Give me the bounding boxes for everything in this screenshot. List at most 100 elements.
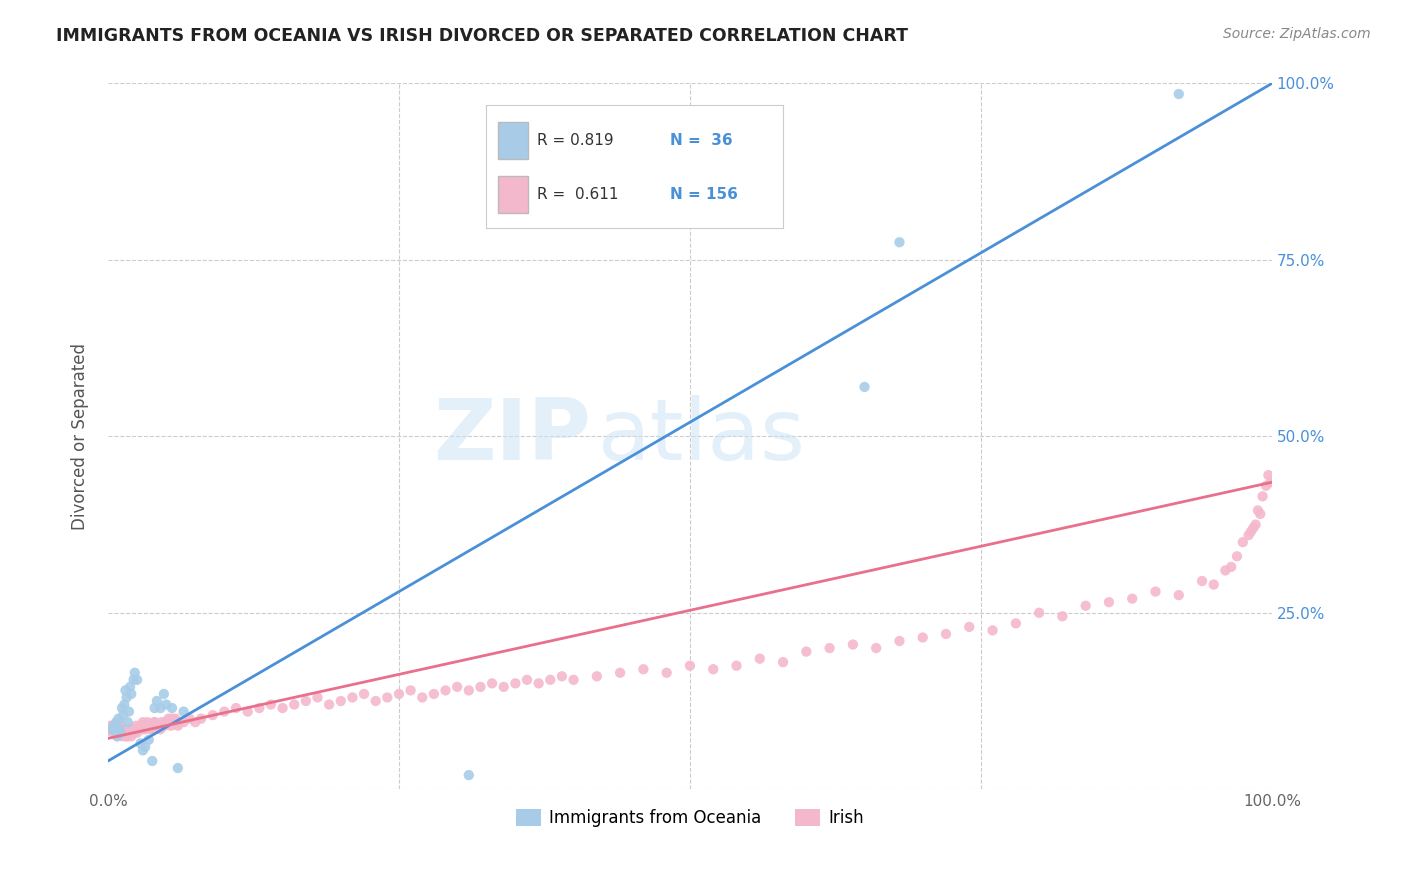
Point	[1226, 549, 1249, 564]
Point	[141, 719, 163, 733]
Point	[105, 725, 128, 739]
Point	[236, 705, 259, 719]
Point	[173, 715, 195, 730]
Point	[112, 725, 135, 739]
Point	[124, 723, 146, 737]
Point	[122, 723, 145, 737]
Point	[1052, 609, 1074, 624]
Point	[772, 655, 794, 669]
Point	[112, 698, 135, 712]
Point	[98, 723, 121, 737]
Point	[1167, 87, 1189, 101]
Point	[1215, 563, 1237, 577]
Point	[134, 723, 156, 737]
Point	[679, 658, 702, 673]
Point	[260, 698, 283, 712]
Point	[120, 687, 142, 701]
Point	[107, 725, 129, 739]
Point	[155, 698, 177, 712]
Point	[865, 641, 887, 656]
Point	[160, 719, 183, 733]
Point	[104, 719, 127, 733]
Point	[214, 705, 236, 719]
Point	[842, 638, 865, 652]
Point	[527, 676, 550, 690]
Point	[166, 715, 188, 730]
Point	[120, 729, 142, 743]
Point	[118, 725, 141, 739]
Point	[388, 687, 411, 701]
Point	[114, 683, 136, 698]
Point	[129, 719, 152, 733]
Point	[551, 669, 574, 683]
Point	[1254, 479, 1277, 493]
Point	[105, 729, 128, 743]
Point	[108, 723, 131, 737]
Point	[146, 719, 169, 733]
Point	[633, 662, 655, 676]
Point	[138, 719, 160, 733]
Point	[505, 676, 527, 690]
Point	[127, 673, 149, 687]
Point	[342, 690, 364, 705]
Point	[1144, 584, 1167, 599]
Point	[1220, 560, 1243, 574]
Point	[117, 729, 139, 743]
Point	[111, 725, 134, 739]
Point	[110, 719, 132, 733]
Point	[935, 627, 957, 641]
Point	[1028, 606, 1050, 620]
Point	[141, 723, 163, 737]
Point	[853, 380, 876, 394]
Point	[585, 669, 607, 683]
Point	[100, 723, 122, 737]
Point	[149, 723, 172, 737]
Point	[112, 725, 135, 739]
Point	[225, 701, 247, 715]
Point	[353, 687, 375, 701]
Point	[112, 723, 135, 737]
Point	[190, 712, 212, 726]
Point	[423, 687, 446, 701]
Point	[122, 673, 145, 687]
Point	[1191, 574, 1213, 588]
Point	[1257, 468, 1279, 483]
Point	[120, 680, 142, 694]
Point	[375, 690, 398, 705]
Point	[162, 715, 184, 730]
Point	[117, 715, 139, 730]
Point	[818, 641, 841, 656]
Point	[100, 723, 122, 737]
Point	[105, 725, 128, 739]
Point	[1121, 591, 1143, 606]
Point	[155, 715, 177, 730]
Point	[110, 725, 132, 739]
Point	[134, 719, 156, 733]
Point	[101, 723, 124, 737]
Point	[129, 719, 152, 733]
Point	[104, 723, 127, 737]
Point	[1202, 577, 1225, 591]
Point	[364, 694, 387, 708]
Point	[127, 725, 149, 739]
Point	[1251, 489, 1274, 503]
Point	[112, 723, 135, 737]
Point	[1244, 517, 1267, 532]
Point	[157, 712, 180, 726]
Point	[146, 719, 169, 733]
Point	[981, 624, 1004, 638]
Point	[132, 723, 155, 737]
Point	[148, 719, 170, 733]
Point	[562, 673, 585, 687]
Point	[120, 723, 142, 737]
Point	[160, 701, 183, 715]
Point	[307, 690, 329, 705]
Point	[143, 715, 166, 730]
Text: ZIP: ZIP	[433, 395, 591, 478]
Point	[184, 715, 207, 730]
Y-axis label: Divorced or Separated: Divorced or Separated	[72, 343, 89, 530]
Point	[149, 701, 172, 715]
Point	[434, 683, 457, 698]
Point	[111, 729, 134, 743]
Point	[179, 712, 201, 726]
